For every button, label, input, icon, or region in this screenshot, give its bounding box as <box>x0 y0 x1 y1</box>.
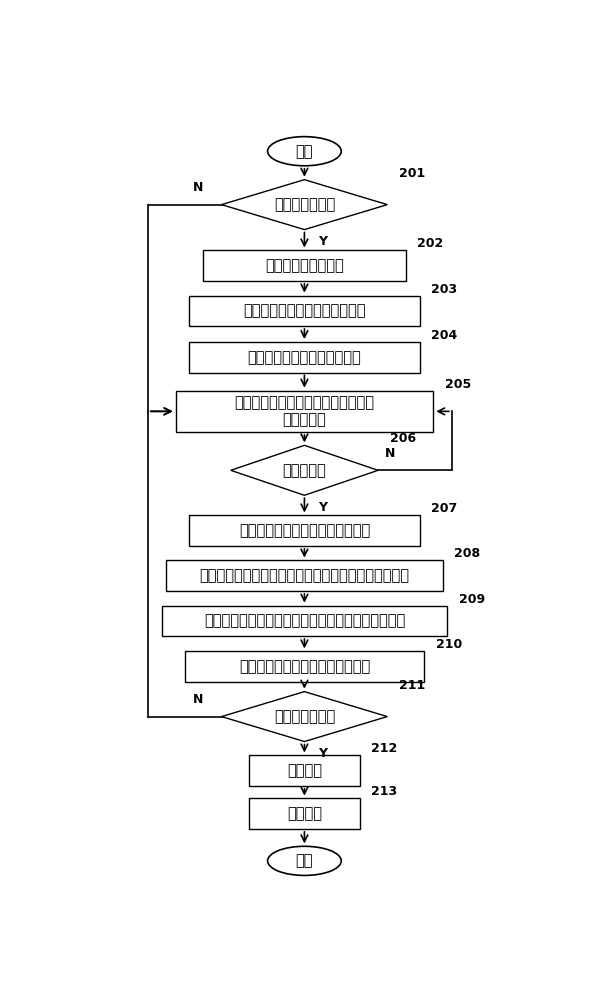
Text: 202: 202 <box>417 237 444 250</box>
Text: 根据故障分析方法依次尝试分析日志信息和数据库记录: 根据故障分析方法依次尝试分析日志信息和数据库记录 <box>200 568 409 583</box>
Text: 存在增量数据？: 存在增量数据？ <box>274 197 335 212</box>
Text: 结束: 结束 <box>296 853 313 868</box>
Text: 读取上一时间片增量数据到内存: 读取上一时间片增量数据到内存 <box>243 303 366 318</box>
Text: 205: 205 <box>445 378 471 391</box>
FancyBboxPatch shape <box>162 606 447 636</box>
Ellipse shape <box>267 137 341 166</box>
Text: 更新游标: 更新游标 <box>287 806 322 821</box>
Text: 211: 211 <box>399 679 425 692</box>
Text: 212: 212 <box>371 742 397 755</box>
Text: 213: 213 <box>371 785 397 798</box>
Text: 最后一个条目？: 最后一个条目？ <box>274 709 335 724</box>
Text: 将日志信息和数据库记录关联: 将日志信息和数据库记录关联 <box>248 350 361 365</box>
Text: 203: 203 <box>431 283 457 296</box>
Text: Y: Y <box>318 501 327 514</box>
FancyBboxPatch shape <box>203 250 406 281</box>
Ellipse shape <box>267 846 341 875</box>
FancyBboxPatch shape <box>249 755 360 786</box>
FancyBboxPatch shape <box>176 391 434 432</box>
Text: 查找知识库单元中的故障分析方法: 查找知识库单元中的故障分析方法 <box>239 523 370 538</box>
Polygon shape <box>222 692 387 742</box>
FancyBboxPatch shape <box>185 651 424 682</box>
Text: Y: Y <box>318 747 327 760</box>
Text: 206: 206 <box>390 432 416 445</box>
Text: 209: 209 <box>459 593 485 606</box>
Text: N: N <box>193 181 203 194</box>
FancyBboxPatch shape <box>166 560 443 591</box>
FancyBboxPatch shape <box>189 296 419 326</box>
FancyBboxPatch shape <box>189 342 419 373</box>
FancyBboxPatch shape <box>249 798 360 829</box>
Text: 交易失败？: 交易失败？ <box>283 463 326 478</box>
Text: 开始: 开始 <box>296 144 313 159</box>
Text: Y: Y <box>318 235 327 248</box>
Text: 201: 201 <box>399 167 425 180</box>
Text: N: N <box>193 693 203 706</box>
Text: 释放内存: 释放内存 <box>287 763 322 778</box>
Text: 207: 207 <box>431 502 457 515</box>
FancyBboxPatch shape <box>189 515 419 546</box>
Text: 取本时间片里日志信息和数据库记录
的一个条目: 取本时间片里日志信息和数据库记录 的一个条目 <box>235 395 374 428</box>
Polygon shape <box>230 445 378 495</box>
Text: 208: 208 <box>454 547 480 560</box>
Text: 204: 204 <box>431 329 457 342</box>
Text: 把诊断结果写入诊断结果存储单元: 把诊断结果写入诊断结果存储单元 <box>239 659 370 674</box>
Text: 读取增量数据到内存: 读取增量数据到内存 <box>265 258 344 273</box>
Text: 根据分析得到的故障原因码查找知识库中的解决方案: 根据分析得到的故障原因码查找知识库中的解决方案 <box>204 613 405 628</box>
Polygon shape <box>222 180 387 230</box>
Text: N: N <box>385 447 396 460</box>
Text: 210: 210 <box>435 638 462 651</box>
